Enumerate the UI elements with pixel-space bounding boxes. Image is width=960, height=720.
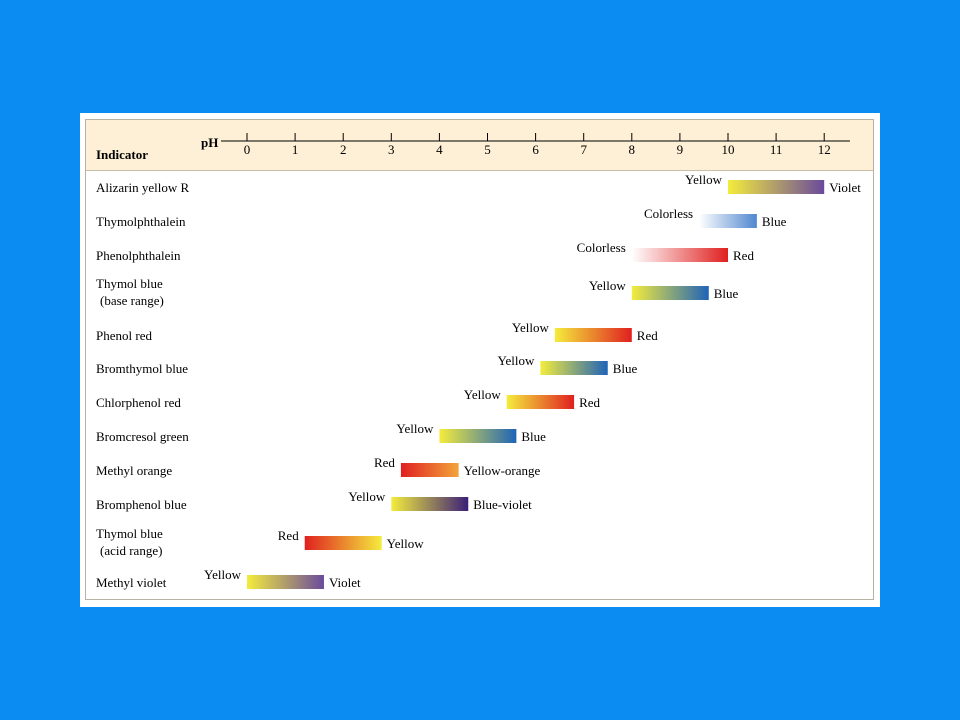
indicator-name-line: Methyl violet bbox=[96, 575, 167, 590]
indicator-name: Phenol red bbox=[96, 328, 152, 343]
high-color-label: Red bbox=[637, 328, 658, 343]
indicator-range-bar bbox=[439, 429, 517, 443]
low-color-label: Yellow bbox=[589, 278, 627, 293]
indicator-name-line: Bromcresol green bbox=[96, 429, 189, 444]
indicator-range-bar bbox=[391, 497, 469, 511]
indicator-name: Methyl orange bbox=[96, 463, 172, 478]
high-color-label: Yellow bbox=[387, 536, 425, 551]
indicator-name: Thymol blue (base range) bbox=[96, 276, 164, 308]
indicator-rows: Alizarin yellow R Yellow Violet Thymolphtha… bbox=[96, 172, 861, 590]
indicator-chart-figure: Indicator pH 0 1 2 3 4 5 6 7 8 9 10 11 12 Alizarin y… bbox=[80, 113, 880, 607]
high-color-label: Yellow-orange bbox=[464, 463, 541, 478]
low-color-label: Yellow bbox=[464, 387, 502, 402]
ph-tick-label: 7 bbox=[580, 142, 587, 157]
high-color-label: Violet bbox=[829, 180, 861, 195]
low-color-label: Yellow bbox=[348, 489, 386, 504]
indicator-name-line: Phenolphthalein bbox=[96, 248, 181, 263]
low-color-label: Yellow bbox=[685, 172, 723, 187]
ph-tick-label: 11 bbox=[770, 142, 783, 157]
indicator-range-bar bbox=[506, 395, 575, 409]
ph-tick-label: 2 bbox=[340, 142, 347, 157]
ph-tick-label: 9 bbox=[677, 142, 684, 157]
low-color-label: Yellow bbox=[512, 320, 550, 335]
indicator-name-line: Bromthymol blue bbox=[96, 361, 188, 376]
high-color-label: Red bbox=[733, 248, 754, 263]
chart-frame bbox=[85, 119, 874, 600]
indicator-range-bar bbox=[400, 463, 459, 477]
indicator-name-line: Alizarin yellow R bbox=[96, 180, 189, 195]
indicator-name-line: Thymol blue bbox=[96, 276, 163, 291]
indicator-name: Chlorphenol red bbox=[96, 395, 181, 410]
indicator-name: Phenolphthalein bbox=[96, 248, 181, 263]
ph-ticks: 0 1 2 3 4 5 6 7 8 9 10 11 12 bbox=[244, 133, 831, 157]
low-color-label: Colorless bbox=[577, 240, 626, 255]
ph-tick-label: 1 bbox=[292, 142, 299, 157]
indicator-name: Bromthymol blue bbox=[96, 361, 188, 376]
indicator-name: Thymol blue (acid range) bbox=[96, 526, 163, 558]
indicator-name-line: (acid range) bbox=[100, 543, 162, 558]
high-color-label: Blue bbox=[762, 214, 787, 229]
low-color-label: Yellow bbox=[204, 567, 242, 582]
indicator-range-bar bbox=[247, 575, 324, 589]
indicator-chart-svg: Indicator pH 0 1 2 3 4 5 6 7 8 9 10 11 12 Alizarin y… bbox=[96, 133, 861, 590]
low-color-label: Yellow bbox=[497, 353, 535, 368]
low-color-label: Yellow bbox=[396, 421, 434, 436]
indicator-name-line: Chlorphenol red bbox=[96, 395, 181, 410]
indicator-range-bar bbox=[304, 536, 382, 550]
indicator-name: Bromcresol green bbox=[96, 429, 189, 444]
ph-tick-label: 3 bbox=[388, 142, 395, 157]
indicator-range-bar bbox=[699, 214, 757, 228]
indicator-range-bar bbox=[631, 248, 728, 262]
low-color-label: Red bbox=[374, 455, 395, 470]
ph-tick-label: 8 bbox=[629, 142, 636, 157]
indicator-column-header: Indicator bbox=[96, 147, 148, 162]
indicator-name: Thymolphthalein bbox=[96, 214, 186, 229]
ph-axis-label: pH bbox=[201, 135, 218, 150]
ph-tick-label: 6 bbox=[532, 142, 539, 157]
indicator-name-line: Thymol blue bbox=[96, 526, 163, 541]
ph-tick-label: 12 bbox=[818, 142, 831, 157]
indicator-name-line: Bromphenol blue bbox=[96, 497, 187, 512]
indicator-range-bar bbox=[554, 328, 632, 342]
ph-tick-label: 5 bbox=[484, 142, 491, 157]
high-color-label: Blue bbox=[714, 286, 739, 301]
indicator-name: Alizarin yellow R bbox=[96, 180, 189, 195]
low-color-label: Red bbox=[278, 528, 299, 543]
header-band bbox=[86, 120, 873, 171]
high-color-label: Violet bbox=[329, 575, 361, 590]
indicator-range-bar bbox=[728, 180, 825, 194]
ph-tick-label: 4 bbox=[436, 142, 443, 157]
high-color-label: Blue-violet bbox=[473, 497, 532, 512]
ph-tick-label: 0 bbox=[244, 142, 251, 157]
high-color-label: Blue bbox=[613, 361, 638, 376]
indicator-range-bar bbox=[631, 286, 709, 300]
indicator-name-line: Thymolphthalein bbox=[96, 214, 186, 229]
high-color-label: Blue bbox=[521, 429, 546, 444]
indicator-name-line: Phenol red bbox=[96, 328, 152, 343]
indicator-range-bar bbox=[540, 361, 608, 375]
high-color-label: Red bbox=[579, 395, 600, 410]
indicator-name: Bromphenol blue bbox=[96, 497, 187, 512]
indicator-name-line: Methyl orange bbox=[96, 463, 172, 478]
indicator-name: Methyl violet bbox=[96, 575, 167, 590]
low-color-label: Colorless bbox=[644, 206, 693, 221]
indicator-name-line: (base range) bbox=[100, 293, 164, 308]
ph-tick-label: 10 bbox=[722, 142, 735, 157]
